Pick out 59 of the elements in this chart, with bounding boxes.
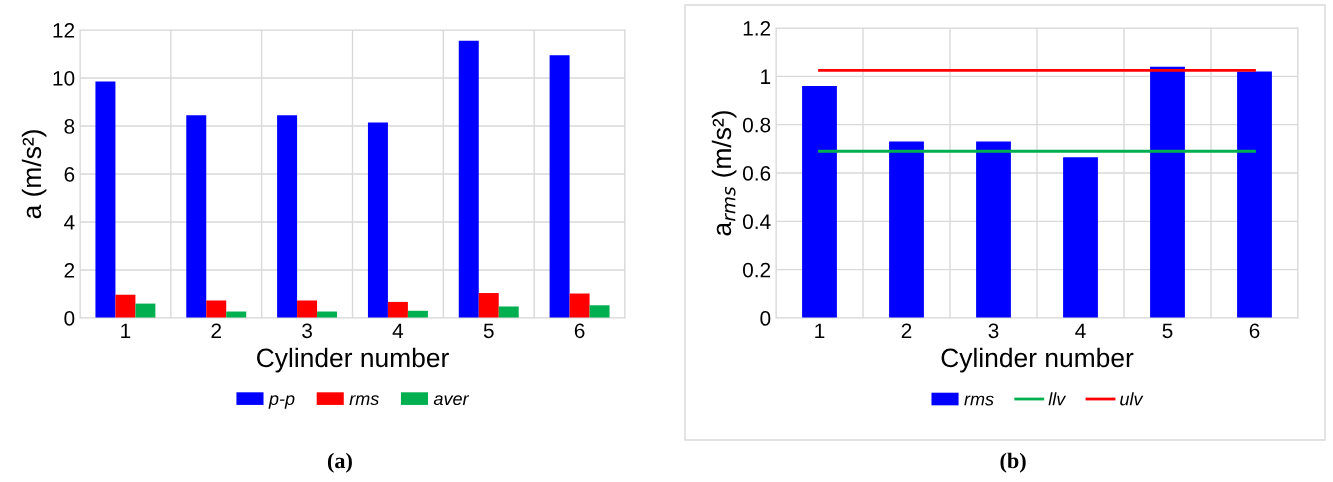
- x-tick-label: 2: [901, 323, 912, 338]
- x-tick-label: 4: [392, 323, 404, 338]
- text: (b): [1000, 452, 1026, 473]
- y-tick-label: 6: [64, 167, 75, 182]
- y-axis-title: a (m/s²): [21, 130, 47, 219]
- bar: [498, 306, 519, 318]
- legend-label: rms: [349, 395, 379, 406]
- bar: [297, 300, 318, 318]
- y-tick-label: 8: [64, 119, 75, 134]
- bar: [115, 294, 136, 318]
- x-tick-label: 6: [1249, 323, 1260, 339]
- bar: [569, 293, 590, 318]
- bar: [277, 115, 298, 318]
- bar: [387, 301, 408, 318]
- x-tick-label: 5: [1162, 323, 1173, 339]
- x-axis-title: Cylinder number: [941, 347, 1134, 373]
- bar: [589, 305, 610, 318]
- x-axis-title: Cylinder number: [257, 347, 449, 373]
- y-tick-label: 0.8: [742, 117, 771, 133]
- bar: [1237, 71, 1272, 318]
- bar: [802, 86, 837, 318]
- y-tick-label: 0.4: [742, 214, 771, 230]
- x-tick-label: 4: [1075, 323, 1086, 338]
- legend-label: p-p: [268, 395, 295, 409]
- legend-label: aver: [433, 395, 470, 406]
- legend-label: ulv: [1120, 392, 1144, 406]
- x-tick-label: 6: [574, 323, 585, 339]
- legend-label: llv: [1048, 392, 1067, 406]
- bar: [206, 300, 227, 318]
- y-tick-label: 12: [53, 23, 75, 38]
- bar: [1150, 66, 1185, 318]
- y-tick-label: 0: [760, 311, 771, 326]
- text: (a): [327, 452, 352, 473]
- y-tick-label: 0.2: [742, 262, 771, 278]
- x-tick-label: 5: [483, 323, 494, 339]
- bar: [186, 115, 207, 318]
- y-tick-label: 1: [761, 69, 771, 84]
- bar: [549, 55, 570, 318]
- x-tick-label: 3: [302, 323, 312, 339]
- y-tick-label: 10: [53, 71, 75, 86]
- y-tick-label: 2: [64, 263, 75, 278]
- legend-label: rms: [964, 395, 994, 406]
- bar: [135, 303, 156, 318]
- bar: [95, 81, 116, 318]
- bar: [458, 40, 479, 318]
- y-tick-label: 0: [64, 311, 75, 326]
- x-tick-label: 2: [211, 323, 221, 338]
- x-tick-label: 3: [988, 323, 999, 339]
- bar: [367, 122, 388, 318]
- bar: [976, 141, 1011, 318]
- bar: [889, 141, 924, 318]
- y-tick-label: 4: [64, 215, 75, 230]
- x-tick-label: 1: [815, 323, 825, 338]
- x-tick-label: 1: [121, 323, 131, 338]
- bar: [478, 293, 499, 318]
- y-tick-label: 0.6: [742, 166, 771, 181]
- y-axis-title: a$_{rms}$ (m/s²): [711, 111, 737, 236]
- y-tick-label: 1.2: [743, 21, 771, 36]
- bar: [1063, 157, 1098, 318]
